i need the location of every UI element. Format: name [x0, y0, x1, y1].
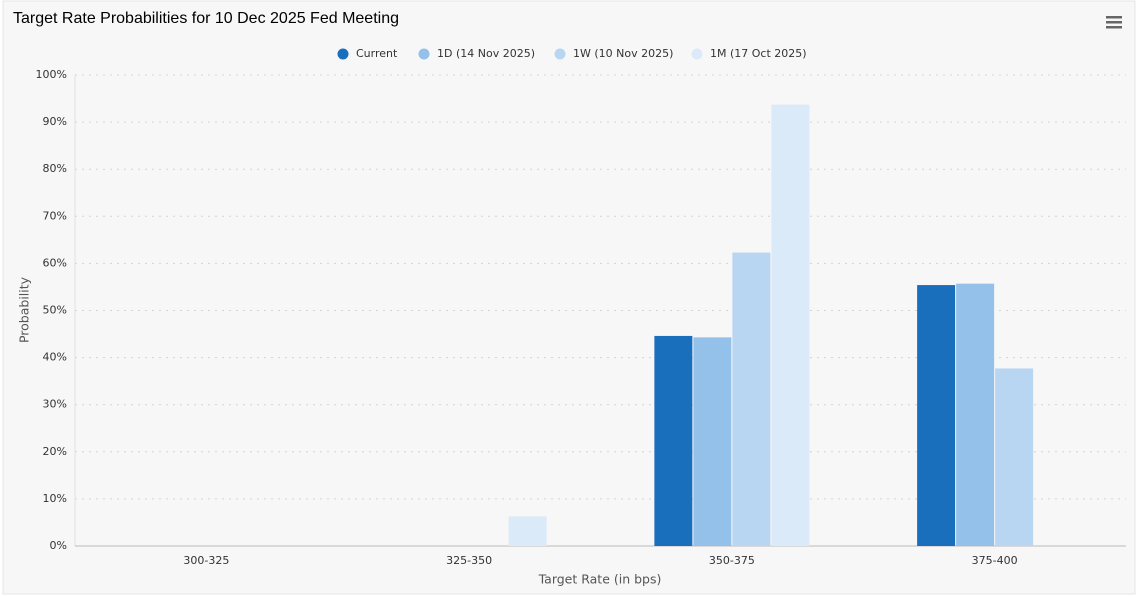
menu-bar — [1106, 21, 1122, 24]
y-tick-label: 30% — [43, 398, 67, 411]
y-tick-label: 60% — [43, 256, 67, 269]
chart-title: Target Rate Probabilities for 10 Dec 202… — [13, 10, 399, 27]
x-axis-title: Target Rate (in bps) — [538, 572, 662, 587]
bar — [654, 335, 693, 546]
y-tick-label: 100% — [36, 68, 67, 81]
x-tick-label: 350-375 — [709, 554, 755, 567]
menu-bar — [1106, 26, 1122, 29]
menu-button[interactable] — [1104, 14, 1124, 30]
y-tick-label: 90% — [43, 115, 67, 128]
legend-swatch[interactable] — [418, 48, 430, 60]
bar — [995, 368, 1034, 546]
menu-bar — [1106, 16, 1122, 19]
y-tick-label: 70% — [43, 209, 67, 222]
y-tick-label: 50% — [43, 304, 67, 317]
bar — [732, 252, 771, 546]
legend-label[interactable]: 1W (10 Nov 2025) — [573, 47, 673, 60]
legend-swatch[interactable] — [691, 48, 703, 60]
y-axis-title: Probability — [17, 276, 32, 343]
y-tick-label: 0% — [50, 539, 67, 552]
bar — [917, 285, 956, 546]
y-tick-label: 20% — [43, 445, 67, 458]
legend-swatch[interactable] — [554, 48, 566, 60]
legend-label[interactable]: 1M (17 Oct 2025) — [710, 47, 807, 60]
bar — [956, 283, 995, 546]
bar — [771, 104, 810, 546]
bar — [693, 337, 732, 546]
y-tick-label: 80% — [43, 162, 67, 175]
x-tick-label: 300-325 — [183, 554, 229, 567]
x-tick-label: 325-350 — [446, 554, 492, 567]
y-tick-label: 40% — [43, 351, 67, 364]
x-tick-label: 375-400 — [972, 554, 1018, 567]
legend-swatch[interactable] — [337, 48, 349, 60]
legend-label[interactable]: 1D (14 Nov 2025) — [437, 47, 535, 60]
bar — [508, 516, 547, 546]
legend-label[interactable]: Current — [356, 47, 398, 60]
y-tick-label: 10% — [43, 492, 67, 505]
